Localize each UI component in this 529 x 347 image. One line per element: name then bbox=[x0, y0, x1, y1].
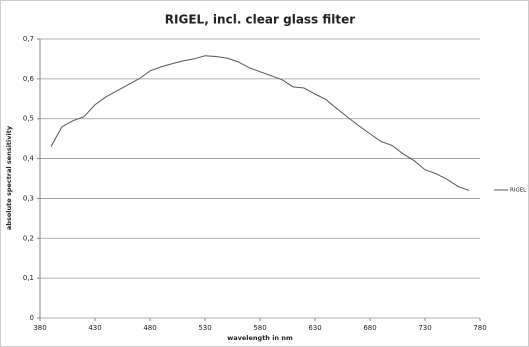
x-tick-label: 630 bbox=[308, 324, 321, 332]
y-tick-label: 0 bbox=[30, 314, 34, 322]
x-tick-label: 480 bbox=[143, 324, 156, 332]
chart-title: RIGEL, incl. clear glass filter bbox=[165, 13, 355, 27]
x-tick-label: 580 bbox=[253, 324, 266, 332]
y-axis-label: absolute spectral sensitivity bbox=[5, 125, 13, 230]
data-line bbox=[50, 55, 470, 191]
y-tick-label: 0,3 bbox=[23, 194, 34, 202]
x-tick-label: 730 bbox=[418, 324, 431, 332]
y-tick-label: 0,5 bbox=[23, 115, 34, 123]
x-tick-label: 380 bbox=[33, 324, 46, 332]
y-tick-label: 0,6 bbox=[23, 75, 35, 83]
x-axis-label: wavelength in nm bbox=[227, 334, 293, 342]
x-tick-label: 530 bbox=[198, 324, 211, 332]
y-tick-label: 0,7 bbox=[23, 35, 34, 43]
y-tick-label: 0,1 bbox=[23, 274, 34, 282]
y-tick-label: 0,2 bbox=[23, 234, 34, 242]
legend-label: RIGEL bbox=[510, 188, 527, 194]
x-tick-label: 430 bbox=[88, 324, 101, 332]
x-tick-label: 780 bbox=[473, 324, 486, 332]
x-tick-label: 680 bbox=[363, 324, 376, 332]
y-tick-label: 0,4 bbox=[23, 155, 35, 163]
